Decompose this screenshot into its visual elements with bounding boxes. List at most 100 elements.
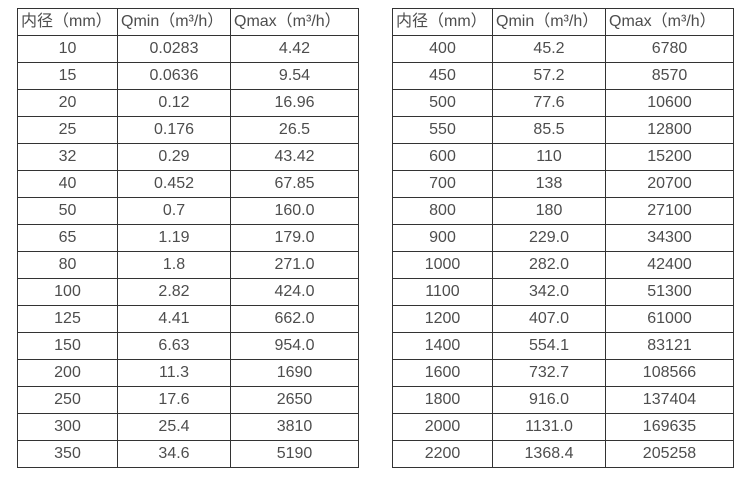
- diameter-cell: 400: [392, 35, 493, 63]
- diameter-cell: 350: [17, 440, 118, 468]
- table-row: 500 77.6 10600: [392, 89, 734, 117]
- table-row: 200 11.3 1690: [17, 359, 359, 387]
- qmax-cell: 1690: [230, 359, 359, 387]
- qmax-cell: 10600: [605, 89, 734, 117]
- qmin-cell: 282.0: [492, 251, 606, 279]
- table-row: 450 57.2 8570: [392, 62, 734, 90]
- table-row: 40 0.452 67.85: [17, 170, 359, 198]
- header-row: 内径（mm） Qmin（m³/h） Qmax（m³/h）: [392, 8, 734, 36]
- qmin-cell: 77.6: [492, 89, 606, 117]
- qmax-cell: 179.0: [230, 224, 359, 252]
- diameter-cell: 1600: [392, 359, 493, 387]
- qmin-cell: 110: [492, 143, 606, 171]
- column-header-qmax: Qmax（m³/h）: [605, 8, 734, 36]
- qmin-cell: 0.12: [117, 89, 231, 117]
- table-row: 2000 1131.0 169635: [392, 413, 734, 441]
- diameter-cell: 80: [17, 251, 118, 279]
- qmin-cell: 1131.0: [492, 413, 606, 441]
- diameter-cell: 40: [17, 170, 118, 198]
- qmin-cell: 2.82: [117, 278, 231, 306]
- qmin-cell: 4.41: [117, 305, 231, 333]
- qmax-cell: 954.0: [230, 332, 359, 360]
- column-header-qmin: Qmin（m³/h）: [117, 8, 231, 36]
- table-row: 10 0.0283 4.42: [17, 35, 359, 63]
- table-row: 20 0.12 16.96: [17, 89, 359, 117]
- qmin-cell: 0.7: [117, 197, 231, 225]
- table-row: 1100 342.0 51300: [392, 278, 734, 306]
- diameter-cell: 150: [17, 332, 118, 360]
- diameter-cell: 1400: [392, 332, 493, 360]
- table-row: 1000 282.0 42400: [392, 251, 734, 279]
- diameter-cell: 550: [392, 116, 493, 144]
- qmin-cell: 0.452: [117, 170, 231, 198]
- qmin-cell: 554.1: [492, 332, 606, 360]
- column-header-qmax: Qmax（m³/h）: [230, 8, 359, 36]
- qmin-cell: 45.2: [492, 35, 606, 63]
- table-row: 900 229.0 34300: [392, 224, 734, 252]
- qmin-cell: 34.6: [117, 440, 231, 468]
- qmax-cell: 83121: [605, 332, 734, 360]
- diameter-cell: 2000: [392, 413, 493, 441]
- diameter-cell: 15: [17, 62, 118, 90]
- qmax-cell: 6780: [605, 35, 734, 63]
- table-row: 50 0.7 160.0: [17, 197, 359, 225]
- qmin-cell: 6.63: [117, 332, 231, 360]
- table-row: 800 180 27100: [392, 197, 734, 225]
- table-row: 65 1.19 179.0: [17, 224, 359, 252]
- diameter-cell: 700: [392, 170, 493, 198]
- diameter-cell: 1100: [392, 278, 493, 306]
- table-row: 1400 554.1 83121: [392, 332, 734, 360]
- table-row: 600 110 15200: [392, 143, 734, 171]
- qmin-cell: 57.2: [492, 62, 606, 90]
- qmax-cell: 4.42: [230, 35, 359, 63]
- column-header-diameter: 内径（mm）: [392, 8, 493, 36]
- qmax-cell: 67.85: [230, 170, 359, 198]
- diameter-cell: 300: [17, 413, 118, 441]
- diameter-cell: 100: [17, 278, 118, 306]
- qmax-cell: 108566: [605, 359, 734, 387]
- diameter-cell: 600: [392, 143, 493, 171]
- qmin-cell: 916.0: [492, 386, 606, 414]
- qmin-cell: 1.8: [117, 251, 231, 279]
- qmax-cell: 3810: [230, 413, 359, 441]
- header-row: 内径（mm） Qmin（m³/h） Qmax（m³/h）: [17, 8, 359, 36]
- qmax-cell: 51300: [605, 278, 734, 306]
- qmin-cell: 0.176: [117, 116, 231, 144]
- qmax-cell: 26.5: [230, 116, 359, 144]
- diameter-cell: 2200: [392, 440, 493, 468]
- diameter-cell: 500: [392, 89, 493, 117]
- flow-table-large-diameters: 内径（mm） Qmin（m³/h） Qmax（m³/h） 400 45.2 6780 450…: [392, 8, 734, 468]
- table-row: 125 4.41 662.0: [17, 305, 359, 333]
- diameter-cell: 32: [17, 143, 118, 171]
- qmax-cell: 137404: [605, 386, 734, 414]
- diameter-cell: 1800: [392, 386, 493, 414]
- qmax-cell: 34300: [605, 224, 734, 252]
- qmin-cell: 732.7: [492, 359, 606, 387]
- qmin-cell: 0.29: [117, 143, 231, 171]
- qmin-cell: 342.0: [492, 278, 606, 306]
- diameter-cell: 20: [17, 89, 118, 117]
- qmax-cell: 8570: [605, 62, 734, 90]
- qmax-cell: 5190: [230, 440, 359, 468]
- diameter-cell: 250: [17, 386, 118, 414]
- qmax-cell: 15200: [605, 143, 734, 171]
- qmax-cell: 16.96: [230, 89, 359, 117]
- diameter-cell: 900: [392, 224, 493, 252]
- diameter-cell: 125: [17, 305, 118, 333]
- qmin-cell: 85.5: [492, 116, 606, 144]
- qmax-cell: 43.42: [230, 143, 359, 171]
- diameter-cell: 200: [17, 359, 118, 387]
- qmin-cell: 11.3: [117, 359, 231, 387]
- qmax-cell: 12800: [605, 116, 734, 144]
- table-row: 2200 1368.4 205258: [392, 440, 734, 468]
- diameter-cell: 800: [392, 197, 493, 225]
- table-row: 80 1.8 271.0: [17, 251, 359, 279]
- qmax-cell: 271.0: [230, 251, 359, 279]
- qmax-cell: 2650: [230, 386, 359, 414]
- qmax-cell: 160.0: [230, 197, 359, 225]
- diameter-cell: 50: [17, 197, 118, 225]
- table-row: 1800 916.0 137404: [392, 386, 734, 414]
- table-row: 1600 732.7 108566: [392, 359, 734, 387]
- qmin-cell: 407.0: [492, 305, 606, 333]
